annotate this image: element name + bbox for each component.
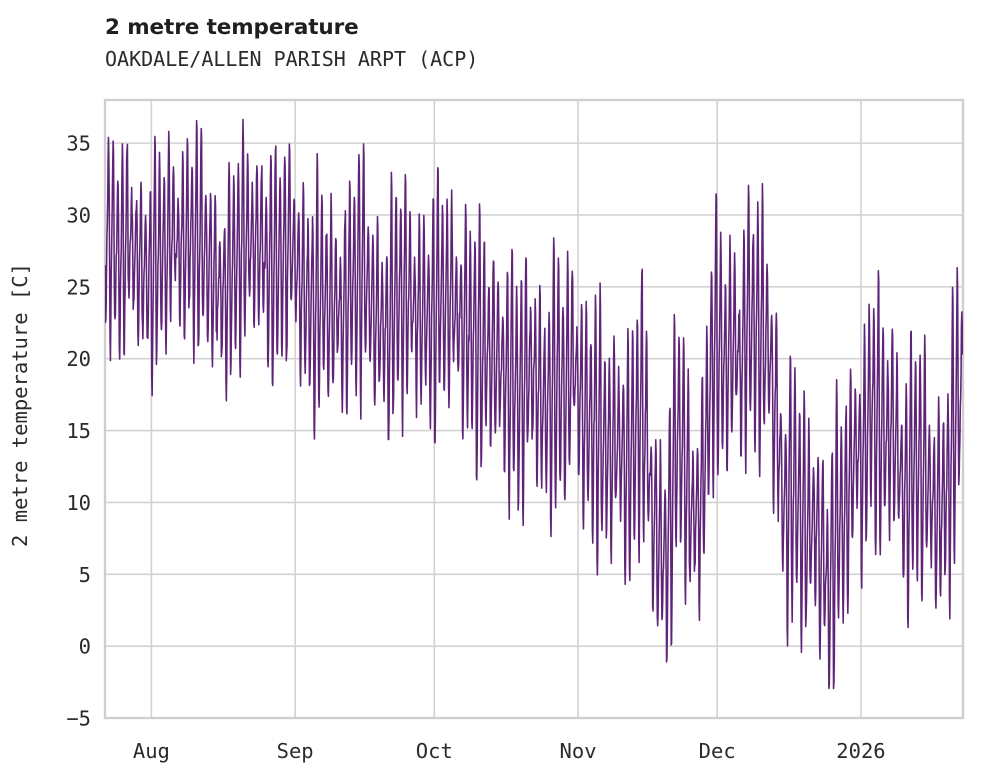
page-title: 2 metre temperature	[105, 15, 359, 40]
y-axis-tick-label: 25	[66, 275, 91, 299]
chart-subtitle: OAKDALE/ALLEN PARISH ARPT (ACP)	[105, 47, 479, 71]
y-axis-tick-labels: −5 0 5 10 15 20 25 30 35	[66, 132, 91, 731]
y-axis-tick-label: 15	[66, 419, 91, 443]
plot-frame	[103, 98, 965, 720]
y-axis-tick-label: 20	[66, 347, 91, 371]
x-axis-tick-label: Oct	[416, 739, 453, 763]
x-axis-tick-label: Nov	[560, 739, 597, 763]
x-axis-tick-label: Dec	[699, 739, 736, 763]
x-axis-tick-labels: Aug Sep Oct Nov Dec 2026	[133, 739, 886, 763]
temperature-series-line	[105, 118, 963, 690]
title-block: 2 metre temperature OAKDALE/ALLEN PARISH…	[105, 14, 925, 72]
y-axis-tick-label: 35	[66, 132, 91, 156]
y-axis-tick-label: −5	[66, 707, 91, 731]
y-axis-tick-label: 5	[79, 563, 91, 587]
x-axis-tick-label: Aug	[133, 739, 170, 763]
x-axis-tick-label: Sep	[277, 739, 314, 763]
y-axis-tick-label: 0	[79, 635, 91, 659]
y-axis-tick-label: 10	[66, 491, 91, 515]
x-axis-tick-label: 2026	[836, 739, 885, 763]
y-axis-tick-label: 30	[66, 203, 91, 227]
